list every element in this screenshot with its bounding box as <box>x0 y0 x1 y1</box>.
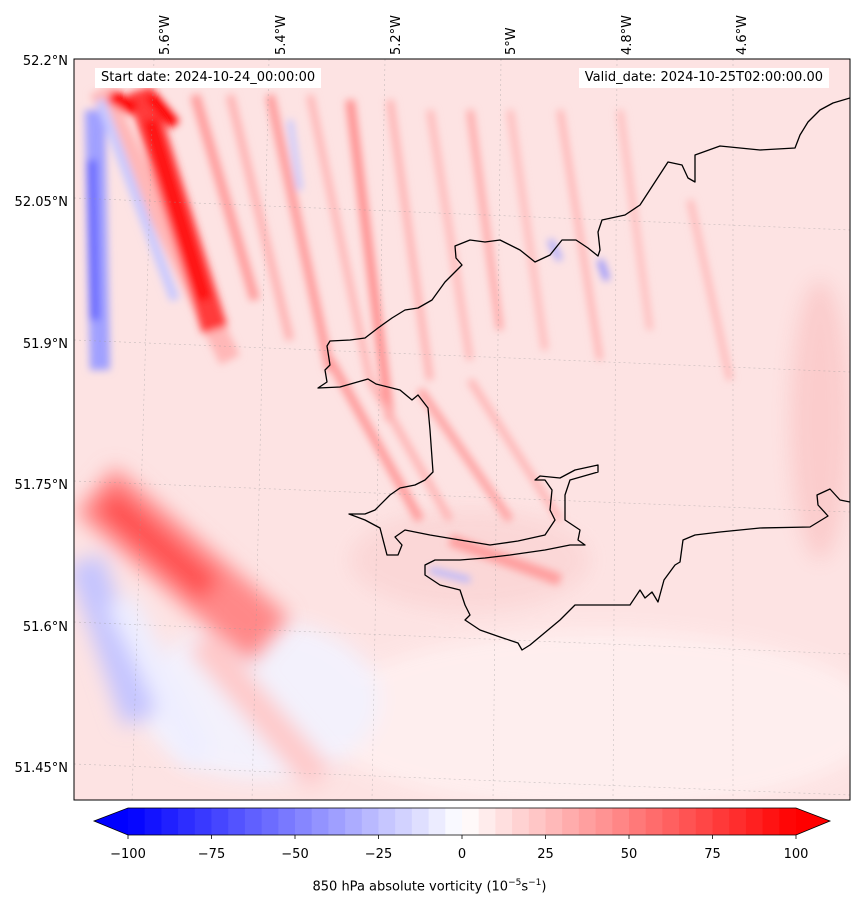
colorbar-segment <box>729 808 747 835</box>
lat-label: 52.2°N <box>23 54 68 69</box>
colorbar-segment <box>679 808 697 835</box>
colorbar-segment <box>712 808 730 835</box>
colorbar-segment <box>662 808 680 835</box>
colorbar-segment <box>762 808 780 835</box>
colorbar-segment <box>361 808 380 835</box>
colorbar-segment <box>395 808 413 835</box>
colorbar-segment <box>328 808 346 835</box>
valid-date-label: Valid_date: 2024-10-25T02:00:00.00 <box>578 68 829 88</box>
colorbar-segments <box>128 808 797 835</box>
colorbar-tick-label: −25 <box>365 847 392 862</box>
colorbar-segment <box>311 808 329 835</box>
colorbar: −100 −75 −50 −25 0 25 50 75 100 <box>92 807 832 862</box>
lon-label: 5.2°W <box>389 15 404 55</box>
lon-label: 4.6°W <box>735 15 750 55</box>
colorbar-tick-label: −50 <box>281 847 308 862</box>
colorbar-segment <box>645 808 663 835</box>
colorbar-segment <box>578 808 597 835</box>
colorbar-segment <box>612 808 630 835</box>
colorbar-title-exp2: −1 <box>528 878 542 888</box>
colorbar-tick-label: 0 <box>458 847 466 862</box>
colorbar-segment <box>378 808 396 835</box>
colorbar-segment <box>528 808 547 835</box>
colorbar-extend-max <box>796 808 830 835</box>
colorbar-segment <box>128 808 146 835</box>
lon-label: 5.6°W <box>158 15 173 55</box>
colorbar-segment <box>478 808 496 835</box>
colorbar-tick-label: 75 <box>704 847 721 862</box>
colorbar-tick-label: −75 <box>198 847 225 862</box>
colorbar-segment <box>261 808 279 835</box>
colorbar-segment <box>629 808 647 835</box>
latitude-labels: 52.2°N 52.05°N 51.9°N 51.75°N 51.6°N 51.… <box>15 54 68 776</box>
colorbar-title-main: 850 hPa absolute vorticity (10 <box>312 879 509 895</box>
colorbar-segment <box>428 808 446 835</box>
vorticity-field <box>74 59 850 800</box>
lat-label: 51.75°N <box>15 478 68 493</box>
lat-label: 51.6°N <box>23 620 68 635</box>
colorbar-tick-label: 25 <box>537 847 554 862</box>
colorbar-segment <box>495 808 513 835</box>
colorbar-segment <box>278 808 296 835</box>
colorbar-segment <box>512 808 530 835</box>
colorbar-segment <box>194 808 213 835</box>
colorbar-ticks: −100 −75 −50 −25 0 25 50 75 100 <box>110 835 808 862</box>
longitude-labels: 5.6°W 5.4°W 5.2°W 5°W 4.8°W 4.6°W <box>158 15 750 55</box>
colorbar-title-exp1: −5 <box>508 878 522 888</box>
colorbar-segment <box>144 808 162 835</box>
colorbar-tick-label: −100 <box>110 847 146 862</box>
colorbar-title-end: ) <box>541 879 547 895</box>
colorbar-segment <box>178 808 196 835</box>
colorbar-segment <box>411 808 430 835</box>
coastline <box>317 97 850 651</box>
lon-label: 4.8°W <box>620 15 635 55</box>
colorbar-segment <box>295 808 313 835</box>
colorbar-segment <box>562 808 580 835</box>
colorbar-segment <box>445 808 463 835</box>
colorbar-segment <box>161 808 179 835</box>
colorbar-segment <box>228 808 246 835</box>
colorbar-title-mid: s <box>521 879 529 895</box>
lat-label: 51.45°N <box>15 761 68 776</box>
colorbar-tick-label: 100 <box>784 847 809 862</box>
colorbar-segment <box>695 808 714 835</box>
map-frame <box>73 58 851 801</box>
lon-label: 5°W <box>504 27 519 55</box>
colorbar-segment <box>595 808 613 835</box>
colorbar-segment <box>779 808 797 835</box>
colorbar-segment <box>345 808 363 835</box>
colorbar-tick-label: 50 <box>621 847 638 862</box>
lat-label: 52.05°N <box>15 195 68 210</box>
colorbar-extend-min <box>94 808 128 835</box>
colorbar-segment <box>244 808 263 835</box>
colorbar-segment <box>462 808 480 835</box>
colorbar-segment <box>211 808 229 835</box>
colorbar-segment <box>745 808 764 835</box>
graticule <box>74 59 850 800</box>
start-date-label: Start date: 2024-10-24_00:00:00 <box>95 68 322 88</box>
colorbar-segment <box>545 808 563 835</box>
lon-label: 5.4°W <box>274 15 289 55</box>
colorbar-title: 850 hPa absolute vorticity (10−5s−1) <box>0 878 859 894</box>
lat-label: 51.9°N <box>23 337 68 352</box>
